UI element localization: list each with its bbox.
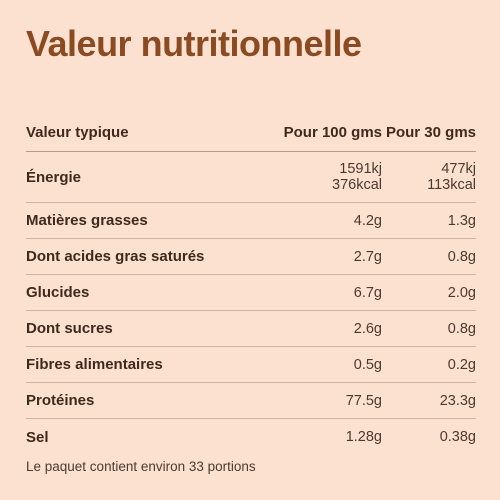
table-row: Dont acides gras saturés 2.7g 0.8g <box>26 239 476 275</box>
nutrient-name: Dont acides gras saturés <box>26 248 205 265</box>
value-per-30: 1.3g <box>447 212 476 229</box>
value-per-100: 4.2g <box>353 212 382 229</box>
column-header-per-30: Pour 30 gms <box>385 123 476 141</box>
value-per-30: 0.2g <box>447 356 476 373</box>
table-row: Protéines 77.5g 23.3g <box>26 383 476 419</box>
value-per-100: 0.5g <box>353 356 382 373</box>
value-per-30: 23.3g <box>439 392 476 409</box>
nutrient-name: Protéines <box>26 392 95 409</box>
nutrition-table: Valeur typique Pour 100 gms Pour 30 gms … <box>26 114 476 455</box>
table-header-row: Valeur typique Pour 100 gms Pour 30 gms <box>26 114 476 152</box>
page-title: Valeur nutritionnelle <box>26 23 362 64</box>
servings-footnote: Le paquet contient environ 33 portions <box>26 459 256 474</box>
value-per-100: 6.7g <box>353 284 382 301</box>
value-per-100: 2.7g <box>353 248 382 265</box>
value-per-100: 2.6g <box>353 320 382 337</box>
nutrient-name: Sel <box>26 428 49 446</box>
value-per-100-kj: 1591kj <box>339 161 382 177</box>
table-row: Glucides 6.7g 2.0g <box>26 275 476 311</box>
value-per-30: 0.8g <box>447 320 476 337</box>
value-per-30: 0.8g <box>447 248 476 265</box>
table-row: Fibres alimentaires 0.5g 0.2g <box>26 347 476 383</box>
nutrient-name: Dont sucres <box>26 320 113 337</box>
value-per-100: 1.28g <box>345 429 382 445</box>
value-per-30: 2.0g <box>447 284 476 301</box>
value-per-30-kcal: 113kcal <box>427 177 476 193</box>
table-row: Dont sucres 2.6g 0.8g <box>26 311 476 347</box>
nutrient-name: Glucides <box>26 284 90 301</box>
column-header-per-100: Pour 100 gms <box>283 123 382 141</box>
column-header-label: Valeur typique <box>26 124 129 141</box>
nutrient-name: Énergie <box>26 168 82 186</box>
table-row: Sel 1.28g 0.38g <box>26 419 476 455</box>
nutrient-name: Fibres alimentaires <box>26 356 163 373</box>
value-per-100: 77.5g <box>345 392 382 409</box>
table-row-energy: Énergie 1591kj 376kcal 477kj 113kcal <box>26 152 476 203</box>
value-per-30: 0.38g <box>439 429 476 445</box>
value-per-100: 1591kj 376kcal <box>246 161 382 193</box>
nutrient-name: Matières grasses <box>26 212 148 229</box>
value-per-100-kcal: 376kcal <box>332 177 382 193</box>
value-per-30: 477kj 113kcal <box>382 161 476 193</box>
table-row: Matières grasses 4.2g 1.3g <box>26 203 476 239</box>
value-per-30-kj: 477kj <box>441 161 476 177</box>
